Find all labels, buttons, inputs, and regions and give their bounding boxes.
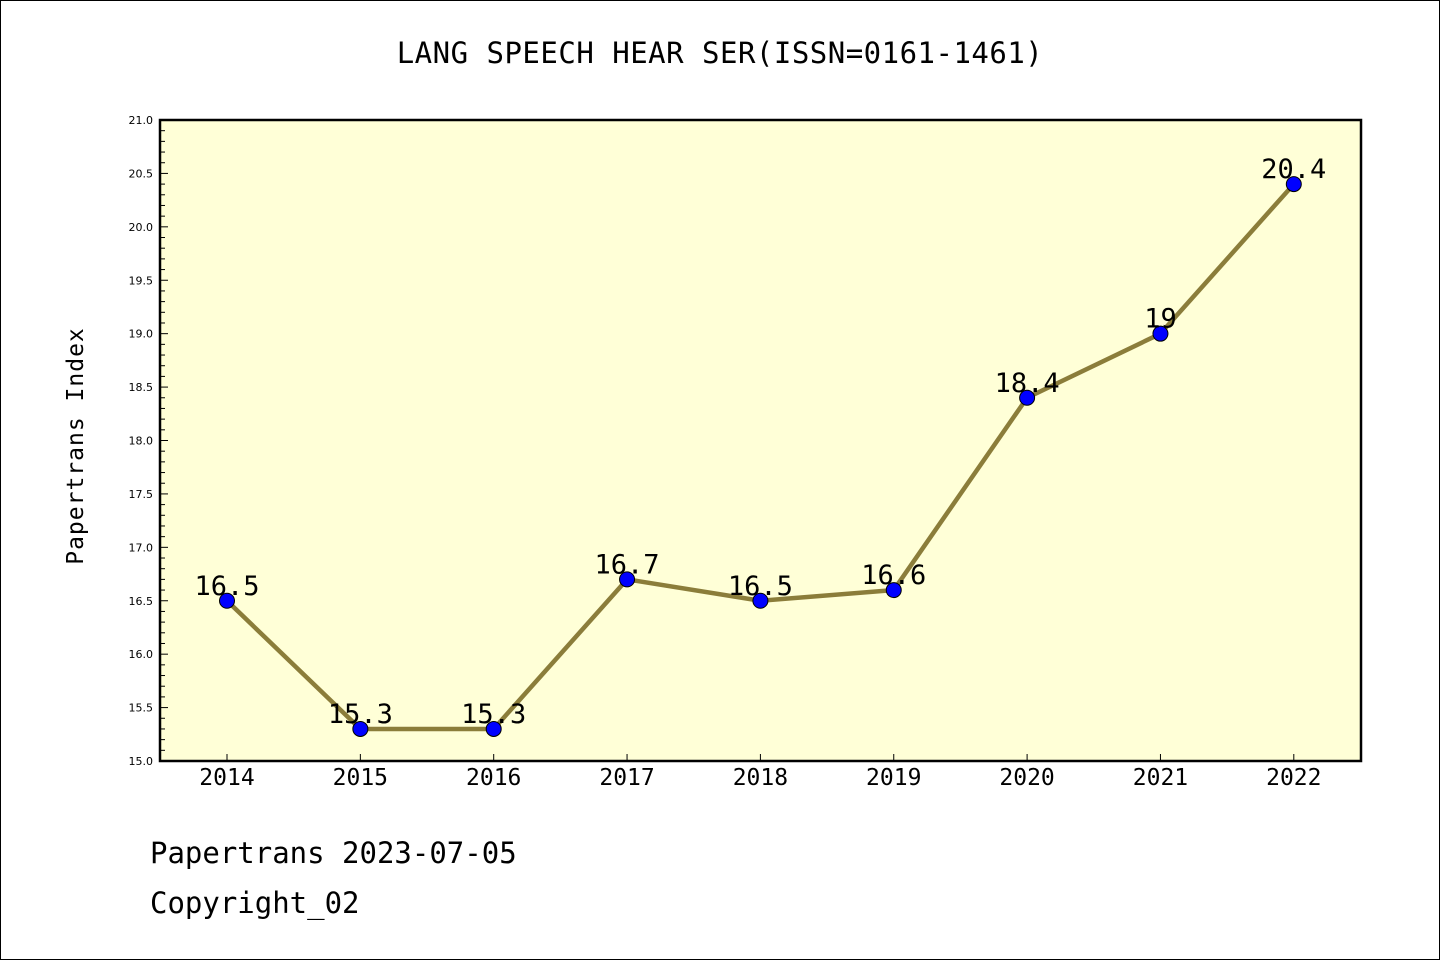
data-point [485,720,502,737]
x-tick-label: 2019 [866,765,921,791]
data-label: 15.3 [328,699,393,730]
x-tick-label: 2020 [999,765,1054,791]
footer-copyright: Copyright_02 [150,886,360,920]
y-tick-label: 16.5 [129,595,154,608]
data-point [885,582,902,599]
data-label: 16.5 [728,571,793,602]
x-tick-label: 2015 [333,765,388,791]
data-point [219,592,235,609]
data-point [1152,325,1169,342]
data-label: 16.5 [194,571,259,602]
y-tick-label: 21.0 [129,114,154,127]
plot-area [160,120,1361,761]
y-tick-label: 19.5 [129,274,154,287]
y-tick-label: 18.0 [129,435,154,448]
x-tick-label: 2022 [1266,765,1321,791]
y-tick-label: 15.5 [129,702,154,715]
plot-border [158,118,1363,763]
x-tick-label: 2017 [599,765,654,791]
x-tick-label: 2018 [733,765,788,791]
data-label: 15.3 [461,699,526,730]
data-point [1019,389,1036,406]
y-tick-label: 20.0 [129,221,154,234]
data-point [752,592,769,609]
x-tick-label: 2021 [1133,765,1188,791]
data-point [352,720,369,737]
data-label: 20.4 [1261,154,1326,185]
y-tick-label: 18.5 [129,381,154,394]
x-tick-label: 2016 [466,765,521,791]
chart-title: LANG SPEECH HEAR SER(ISSN=0161-1461) [396,36,1044,70]
data-label: 16.6 [861,560,926,591]
y-tick-label: 20.5 [129,167,154,180]
y-tick-label: 17.0 [129,541,154,554]
y-tick-label: 15.0 [129,755,154,768]
data-label: 19 [1144,304,1177,335]
data-point [619,571,636,588]
footer-date: Papertrans 2023-07-05 [150,836,517,870]
y-tick-label: 19.0 [129,328,154,341]
data-point [1285,176,1302,193]
y-tick-label: 16.0 [129,648,154,661]
x-tick-label: 2014 [199,765,254,791]
data-label: 16.7 [595,549,660,580]
data-label: 18.4 [995,368,1060,399]
y-tick-label: 17.5 [129,488,154,501]
